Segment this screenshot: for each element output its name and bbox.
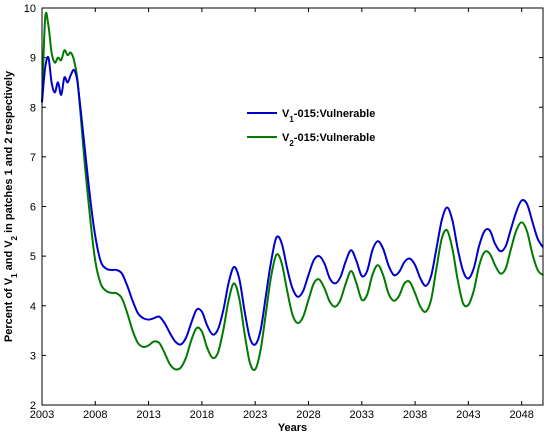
y-tick-label: 10 bbox=[24, 3, 36, 15]
legend-label-v2: V2-015:Vulnerable bbox=[282, 132, 375, 148]
x-tick-label: 2018 bbox=[190, 409, 214, 421]
x-tick-label: 2038 bbox=[403, 409, 427, 421]
x-tick-label: 2043 bbox=[456, 409, 480, 421]
x-tick-label: 2003 bbox=[30, 409, 54, 421]
x-tick-label: 2048 bbox=[509, 409, 533, 421]
y-tick-label: 3 bbox=[30, 350, 36, 362]
x-tick-label: 2008 bbox=[83, 409, 107, 421]
x-tick-label: 2033 bbox=[350, 409, 374, 421]
series-line-v2 bbox=[41, 11, 544, 371]
y-tick-label: 6 bbox=[30, 202, 36, 214]
plot-frame bbox=[41, 7, 544, 406]
x-tick-label: 2023 bbox=[243, 409, 267, 421]
x-axis-label: Years bbox=[278, 422, 307, 434]
legend: V1-015:Vulnerable V2-015:Vulnerable bbox=[247, 108, 375, 148]
y-axis-label: Percent of V1 and V2 in patches 1 and 2 … bbox=[3, 70, 19, 342]
y-tick-label: 2 bbox=[30, 400, 36, 412]
series-line-v1 bbox=[41, 56, 544, 346]
tick-labels: 2003 2008 2013 2018 2023 2028 2033 2038 2043 2048… bbox=[24, 3, 534, 421]
series-layer bbox=[41, 11, 544, 371]
y-tick-label: 7 bbox=[30, 152, 36, 164]
plot-area bbox=[42, 8, 543, 405]
x-tick-label: 2028 bbox=[296, 409, 320, 421]
y-tick-label: 8 bbox=[30, 102, 36, 114]
y-tick-label: 4 bbox=[30, 301, 36, 313]
legend-label-v1: V1-015:Vulnerable bbox=[282, 108, 375, 124]
x-tick-label: 2013 bbox=[136, 409, 160, 421]
y-tick-label: 5 bbox=[30, 251, 36, 263]
y-tick-label: 9 bbox=[30, 53, 36, 65]
